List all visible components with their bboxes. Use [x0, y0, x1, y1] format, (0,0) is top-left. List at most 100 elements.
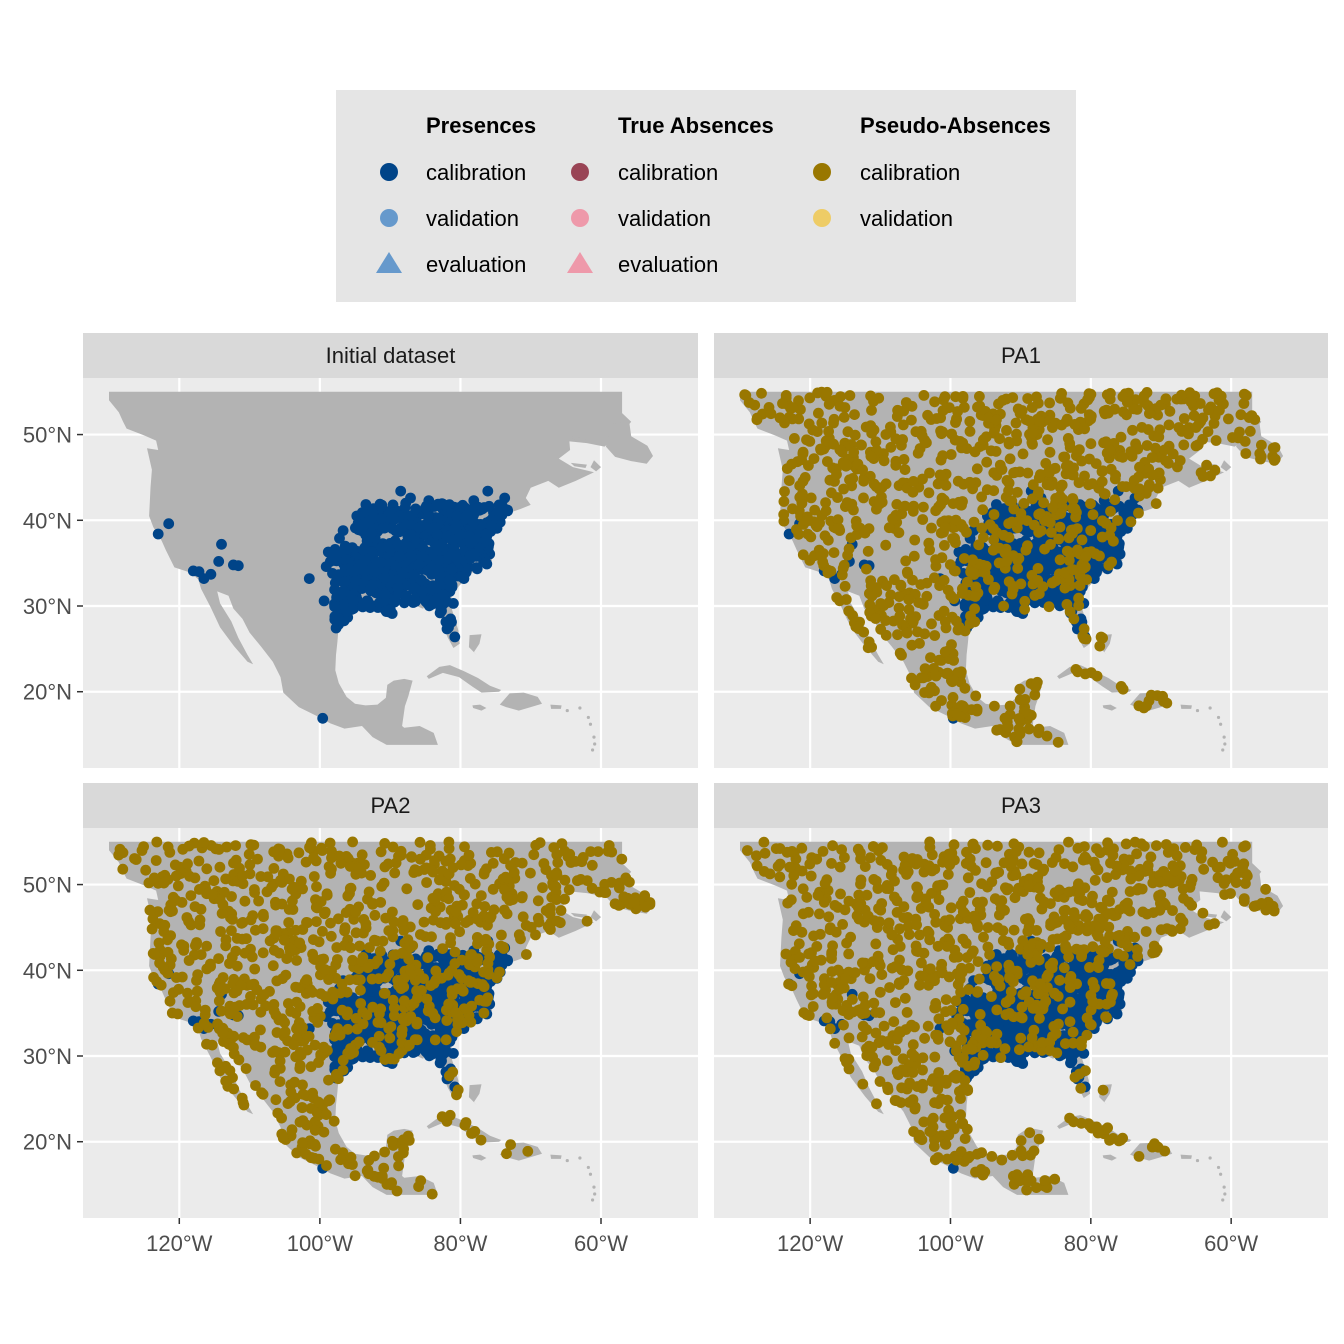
pseudo-absence-point: [899, 500, 911, 512]
pseudo-absence-point: [144, 904, 156, 916]
pseudo-absence-point: [277, 1132, 289, 1144]
pseudo-absence-point: [449, 946, 461, 958]
pseudo-absence-point: [271, 1027, 283, 1038]
pseudo-absence-point: [250, 924, 261, 936]
pseudo-absence-point: [345, 1043, 356, 1054]
pseudo-absence-point: [190, 1001, 202, 1013]
pseudo-absence-point: [1010, 417, 1022, 429]
pseudo-absence-point: [838, 483, 849, 495]
presence-point: [1116, 970, 1128, 982]
pseudo-absence-point: [1115, 681, 1127, 692]
pseudo-absence-point: [1133, 471, 1144, 483]
island-puerto-rico: [550, 1154, 562, 1159]
pseudo-absence-point: [880, 615, 891, 626]
pseudo-absence-point: [950, 417, 961, 428]
pseudo-absence-point: [291, 955, 302, 966]
pseudo-absence-point: [393, 1151, 404, 1162]
pseudo-absence-point: [988, 509, 1000, 520]
pseudo-absence-point: [893, 602, 905, 614]
pseudo-absence-point: [918, 501, 929, 513]
pseudo-absence-point: [216, 908, 228, 919]
islet: [1222, 1185, 1226, 1189]
pseudo-absence-point: [841, 459, 852, 471]
presence-point: [376, 542, 387, 553]
pseudo-absence-point: [228, 1083, 240, 1095]
pseudo-absence-point: [380, 971, 392, 983]
pseudo-absence-point: [999, 712, 1011, 724]
pseudo-absence-point: [1254, 448, 1266, 459]
pseudo-absence-point: [1006, 495, 1017, 507]
pseudo-absence-point: [1022, 540, 1033, 552]
pseudo-absence-point: [1018, 498, 1030, 509]
pseudo-absence-point: [1014, 683, 1026, 695]
legend-item-label: calibration: [426, 160, 526, 185]
pseudo-absence-point: [970, 591, 981, 602]
pseudo-absence-point: [384, 958, 396, 970]
pseudo-absence-point: [268, 944, 280, 956]
presence-point: [358, 544, 369, 556]
islet: [588, 1172, 593, 1176]
pseudo-absence-point: [1062, 433, 1074, 444]
pseudo-absence-point: [146, 923, 158, 935]
pseudo-absence-point: [130, 854, 142, 865]
presence-point: [432, 498, 444, 510]
pseudo-absence-point: [1268, 455, 1280, 466]
pseudo-absence-point: [434, 874, 445, 886]
pseudo-absence-point: [751, 414, 763, 426]
pseudo-absence-point: [950, 514, 962, 526]
pseudo-absence-point: [945, 449, 957, 460]
pseudo-absence-point: [618, 891, 630, 903]
presence-point: [1064, 1049, 1075, 1060]
pseudo-absence-point: [988, 523, 999, 534]
pseudo-absence-point: [1134, 461, 1145, 473]
pseudo-absence-point: [176, 939, 187, 951]
presence-point: [433, 599, 445, 610]
pseudo-absence-point: [383, 925, 395, 937]
pseudo-absence-point: [1194, 398, 1206, 409]
pseudo-absence-point: [365, 870, 376, 881]
island-anticosti: [1199, 885, 1219, 893]
pseudo-absence-point: [907, 616, 919, 627]
series-presences-calibration: [152, 485, 513, 724]
pseudo-absence-point: [398, 981, 410, 993]
pseudo-absence-point: [947, 498, 959, 509]
pseudo-absence-point: [900, 555, 912, 567]
pseudo-absence-point: [231, 933, 243, 944]
pseudo-absence-point: [296, 1102, 308, 1113]
pseudo-absence-point: [220, 1075, 232, 1087]
pseudo-absence-point: [901, 627, 913, 639]
pseudo-absence-point: [1022, 467, 1034, 479]
pseudo-absence-point: [885, 441, 897, 453]
pseudo-absence-point: [1125, 516, 1137, 528]
pseudo-absence-point: [1035, 469, 1046, 480]
islet: [1216, 715, 1221, 720]
pseudo-absence-point: [778, 496, 790, 507]
legend-group-title: Presences: [426, 113, 536, 138]
pseudo-absence-point: [901, 566, 913, 578]
pseudo-absence-point: [505, 1139, 516, 1150]
pseudo-absence-point: [961, 526, 972, 538]
pseudo-absence-point: [241, 933, 252, 945]
pseudo-absence-point: [983, 574, 994, 585]
pseudo-absence-point: [347, 954, 358, 966]
pseudo-absence-point: [268, 846, 280, 858]
pseudo-absence-point: [1085, 498, 1096, 510]
pseudo-absence-point: [1029, 689, 1041, 701]
island-jamaica: [472, 704, 487, 711]
pseudo-absence-point: [403, 1039, 415, 1051]
x-tick-label: 60°W: [574, 1231, 628, 1256]
pseudo-absence-point: [1150, 498, 1162, 509]
pseudo-absence-point: [354, 940, 365, 952]
pseudo-absence-point: [301, 974, 313, 986]
pseudo-absence-point: [880, 629, 892, 641]
pseudo-absence-point: [369, 909, 381, 921]
pseudo-absence-point: [290, 924, 302, 936]
islet: [1195, 1158, 1200, 1163]
pseudo-absence-point: [274, 1076, 286, 1087]
pseudo-absence-point: [907, 505, 919, 517]
pseudo-absence-point: [1023, 723, 1035, 735]
pseudo-absence-point: [544, 902, 556, 914]
pseudo-absence-point: [1146, 469, 1158, 481]
pseudo-absence-point: [964, 416, 976, 427]
pseudo-absence-point: [227, 914, 238, 925]
